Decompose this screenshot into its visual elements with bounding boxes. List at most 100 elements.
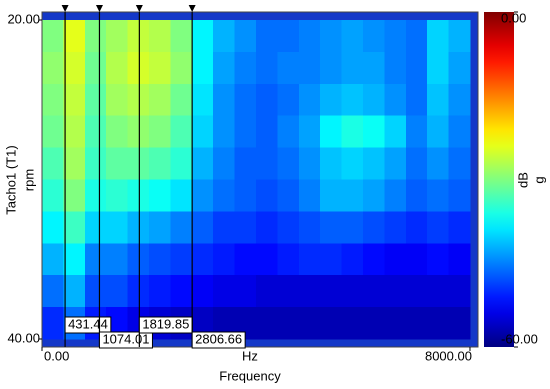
heat-cell <box>148 179 171 212</box>
heat-cell <box>213 115 236 149</box>
heat-cell <box>84 179 107 212</box>
heat-cell <box>255 243 278 276</box>
heat-cell <box>191 243 214 276</box>
heat-cell <box>42 307 64 340</box>
heat-cell <box>170 20 193 53</box>
heat-cell <box>127 179 150 212</box>
heat-cell <box>213 179 236 212</box>
heat-cell <box>255 20 278 53</box>
heat-cell <box>405 307 428 340</box>
heat-cell <box>234 243 257 276</box>
heat-cell <box>384 211 407 244</box>
heat-cell <box>320 275 343 308</box>
heat-cell <box>320 307 343 340</box>
heat-cell <box>427 115 450 149</box>
heat-cell <box>170 51 193 85</box>
colorbar-tick-label: -60.00 <box>501 331 538 346</box>
heat-cell <box>213 211 236 244</box>
heat-cell <box>362 51 385 85</box>
heat-cell <box>384 115 407 149</box>
heat-cell <box>341 179 364 212</box>
x-axis-title: Frequency <box>219 368 281 383</box>
heat-cell <box>191 115 214 149</box>
heat-cell <box>384 307 407 340</box>
heat-cell <box>42 211 64 244</box>
heat-cell <box>170 179 193 212</box>
heat-cell <box>213 243 236 276</box>
heat-cell <box>148 243 171 276</box>
heat-cell <box>148 147 171 180</box>
heat-cell <box>320 51 343 85</box>
heat-cell <box>255 51 278 85</box>
heat-cell <box>362 20 385 53</box>
heat-cell <box>320 83 343 117</box>
cursor-label: 1819.85 <box>142 316 189 331</box>
heat-cell <box>448 115 471 149</box>
heat-cell <box>148 275 171 308</box>
heat-cell <box>106 275 129 308</box>
x-tick-label: 0.00 <box>44 348 69 363</box>
heat-cell <box>170 211 193 244</box>
cursor-label: 431.44 <box>68 316 108 331</box>
heat-cell <box>255 211 278 244</box>
heat-cell <box>448 275 471 308</box>
heat-cell <box>427 51 450 85</box>
heat-cell <box>298 211 321 244</box>
heat-cell <box>320 115 343 149</box>
heat-cell <box>234 20 257 53</box>
heat-cell <box>234 179 257 212</box>
heat-cell <box>234 83 257 117</box>
heat-cell <box>106 115 129 149</box>
heat-cell <box>148 20 171 53</box>
heat-cell <box>427 307 450 340</box>
heat-cell <box>298 51 321 85</box>
heat-cell <box>63 275 86 308</box>
heat-cell <box>127 275 150 308</box>
heat-cell <box>427 179 450 212</box>
heat-cell <box>362 147 385 180</box>
heat-cell <box>106 307 129 340</box>
heat-cell <box>191 51 214 85</box>
heat-cell <box>448 179 471 212</box>
colorbar-tick-label: 0.00 <box>501 10 526 25</box>
heat-cell <box>42 243 64 276</box>
heat-cell <box>320 243 343 276</box>
heat-cell <box>427 147 450 180</box>
heat-cell <box>213 275 236 308</box>
heat-cell <box>234 51 257 85</box>
heat-cell <box>84 147 107 180</box>
heat-cell <box>63 211 86 244</box>
cursor-marker <box>135 5 143 12</box>
heat-cell <box>106 211 129 244</box>
heat-cell <box>255 275 278 308</box>
heat-cell <box>277 307 300 340</box>
heat-cell <box>42 275 64 308</box>
heat-cell <box>448 211 471 244</box>
heat-cell <box>191 147 214 180</box>
heat-cell <box>448 20 471 53</box>
heat-cell <box>191 83 214 117</box>
heat-cell <box>170 147 193 180</box>
heat-cell <box>277 179 300 212</box>
heat-cell <box>170 115 193 149</box>
heat-cell <box>148 51 171 85</box>
heat-cell <box>213 307 236 340</box>
cursor-marker <box>95 5 103 12</box>
heat-cell <box>362 275 385 308</box>
heat-cell <box>84 83 107 117</box>
heat-cell <box>427 243 450 276</box>
heat-cell <box>405 243 428 276</box>
heat-cell <box>191 307 214 340</box>
y-axis-title: Tacho1 (T1) <box>3 145 18 214</box>
heat-cell <box>170 275 193 308</box>
heat-cell <box>63 147 86 180</box>
heat-cell <box>384 275 407 308</box>
y-unit: rpm <box>21 169 36 191</box>
heat-cell <box>277 20 300 53</box>
colorbar <box>484 12 514 347</box>
heat-cell <box>405 147 428 180</box>
heat-cell <box>298 179 321 212</box>
heat-cell <box>148 83 171 117</box>
heat-cell <box>255 147 278 180</box>
heat-cell <box>234 115 257 149</box>
